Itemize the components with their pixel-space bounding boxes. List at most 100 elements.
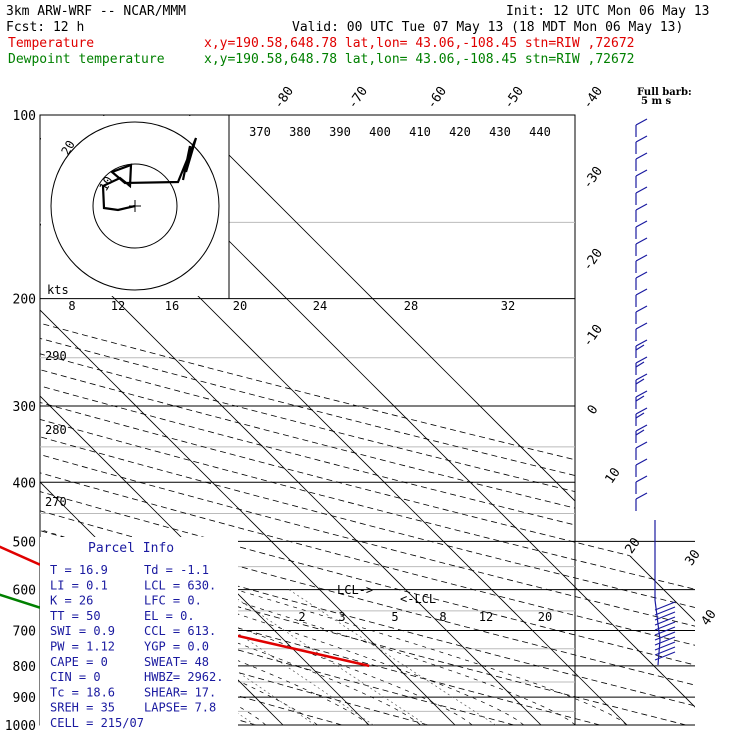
adiabat-labels: 290 280 270 — [45, 349, 67, 509]
wind-barb-low — [654, 641, 676, 651]
theta-label: 410 — [409, 125, 431, 139]
parcel-row-right: SHEAR= 17. — [144, 685, 216, 699]
parcel-row-left: PW = 1.12 — [50, 640, 115, 654]
dry-adiabat — [40, 115, 515, 725]
parcel-row-left: CELL = 215/07 — [50, 716, 144, 730]
wind-barbs — [635, 118, 676, 666]
wind-barb — [635, 135, 648, 154]
wind-barb — [635, 254, 648, 273]
mixing-ratio-line — [288, 589, 496, 725]
hodo-ring — [92, 163, 178, 249]
pressure-tick-label: 800 — [13, 660, 36, 675]
moist-adiabat — [40, 298, 421, 725]
pressure-tick-label: 300 — [13, 400, 36, 415]
theta-label: 430 — [489, 125, 511, 139]
wind-barb — [635, 220, 648, 239]
parcel-row-left: CIN = 0 — [50, 670, 101, 684]
mixing-ratio-label: 2 — [298, 610, 305, 624]
hodo-speed-label: 32 — [501, 299, 515, 313]
wind-barb — [635, 356, 648, 375]
wind-barb-low — [654, 651, 676, 661]
mixing-ratio-labels: 2 3 5 8 12 20 — [298, 610, 552, 624]
pressure-tick-label: 200 — [13, 293, 36, 308]
dry-adiabat — [40, 115, 695, 725]
hodo-ring-label: 20 — [58, 138, 77, 158]
isotherm-label: 30 — [682, 547, 703, 568]
parcel-row-left: K = 26 — [50, 594, 93, 608]
isotherm-label: -50 — [501, 84, 527, 112]
wind-barb-low — [654, 646, 676, 656]
isotherm-label: -60 — [424, 84, 450, 112]
isotherm-label: 10 — [602, 465, 623, 486]
parcel-row-right: EL = 0. — [144, 609, 195, 623]
lcl-label-right: <-LCL — [400, 592, 436, 606]
mixing-ratio-line — [223, 589, 427, 725]
parcel-row-right: SWEAT= 48 — [144, 655, 209, 669]
wind-barb-low — [654, 621, 676, 631]
parcel-row-right: LFC = 0. — [144, 594, 202, 608]
parcel-row-left: SREH = 35 — [50, 701, 115, 715]
isotherm-label: -20 — [580, 246, 606, 274]
mixing-ratio-label: 3 — [338, 610, 345, 624]
parcel-row-right: LCL = 630. — [144, 578, 216, 592]
hodo-trace — [101, 137, 198, 212]
isotherm-label: -70 — [345, 84, 371, 112]
wind-barb — [635, 390, 648, 409]
isotherm-label: -80 — [271, 84, 297, 112]
parcel-title: Parcel Info — [88, 541, 174, 556]
wind-barb — [635, 271, 648, 290]
parcel-info-panel: Parcel Info T = 16.9 Td = -1.1 LI = 0.1 LCL… — [40, 537, 238, 730]
wind-barb-low — [654, 626, 676, 636]
theta-label: 380 — [289, 125, 311, 139]
mixing-ratio-label: 8 — [439, 610, 446, 624]
hodo-units: kts — [47, 283, 69, 297]
parcel-row-left: TT = 50 — [50, 609, 101, 623]
mixing-ratio-label: 20 — [538, 610, 552, 624]
hodo-ring-label: 10 — [96, 174, 115, 194]
pressure-tick-label: 900 — [13, 691, 36, 706]
mixing-ratio-label: 12 — [479, 610, 493, 624]
wind-barb-low — [654, 616, 676, 626]
parcel-row-right: CCL = 613. — [144, 624, 216, 638]
wind-barb-low — [654, 631, 676, 641]
dewpoint-legend: Dewpoint temperature — [8, 52, 165, 67]
wind-barb-low — [654, 611, 676, 621]
isotherm — [40, 115, 370, 725]
isotherm-label: -10 — [580, 322, 606, 350]
wind-barb — [635, 288, 648, 307]
parcel-row-right: YGP = 0.0 — [144, 640, 209, 654]
wind-barb — [635, 492, 648, 511]
pressure-tick-label: 600 — [13, 584, 36, 599]
hodo-ring — [50, 121, 220, 291]
dry-adiabat — [40, 115, 695, 725]
theta-label: 400 — [369, 125, 391, 139]
hodograph: 10 20 kts 8 12 16 20 24 28 32 — [41, 115, 515, 313]
isotherm — [188, 115, 695, 725]
adiabat-label: 270 — [45, 495, 67, 509]
wind-barb — [635, 237, 648, 256]
wind-barb-title: Full barb: — [637, 87, 692, 98]
dry-adiabat — [40, 115, 695, 725]
pressure-tick-label: 400 — [13, 476, 36, 491]
wind-barb — [635, 186, 648, 205]
wind-barb — [635, 339, 648, 358]
wind-barb — [635, 424, 648, 443]
hodo-speed-label: 20 — [233, 299, 247, 313]
hodo-speed-label: 12 — [111, 299, 125, 313]
dewpoint-location: x,y=190.58,648.78 lat,lon= 43.06,-108.45… — [204, 52, 634, 67]
forecast-hour: Fcst: 12 h — [6, 20, 84, 35]
theta-label: 420 — [449, 125, 471, 139]
pressure-tick-label: 1000 — [5, 719, 36, 734]
pressure-tick-label: 500 — [13, 535, 36, 550]
init-time: Init: 12 UTC Mon 06 May 13 — [506, 4, 710, 19]
isotherm — [40, 115, 456, 725]
wind-barb-low — [654, 520, 661, 666]
parcel-row-left: T = 16.9 — [50, 563, 108, 577]
dry-adiabat — [40, 115, 695, 725]
wind-barb — [635, 407, 648, 426]
pressure-tick-label: 700 — [13, 625, 36, 640]
mixing-ratio-label: 5 — [391, 610, 398, 624]
theta-label: 370 — [249, 125, 271, 139]
isotherm-label: 0 — [585, 402, 602, 417]
